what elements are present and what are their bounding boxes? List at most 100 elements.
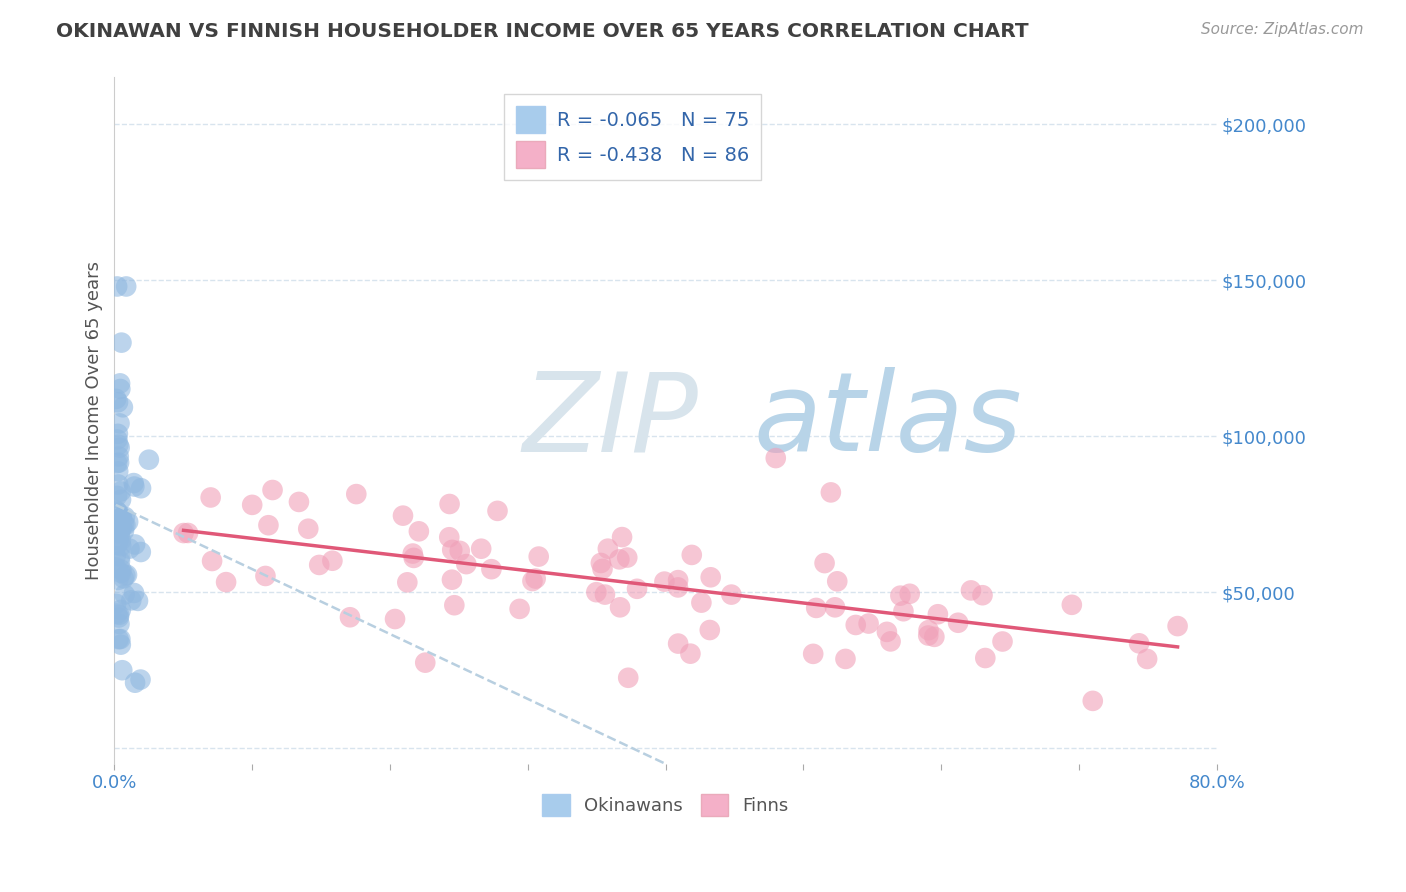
- Point: [1060, 598, 1083, 612]
- Text: ZIP: ZIP: [522, 368, 699, 475]
- Point: [107, 450, 129, 464]
- Point: [110, 382, 132, 396]
- Point: [122, 476, 145, 491]
- Point: [111, 510, 134, 524]
- Point: [114, 509, 136, 524]
- Point: [107, 395, 129, 409]
- Point: [765, 451, 787, 466]
- Point: [173, 526, 195, 541]
- Point: [439, 497, 461, 511]
- Point: [470, 541, 492, 556]
- Point: [129, 545, 152, 559]
- Point: [262, 483, 284, 497]
- Point: [384, 612, 406, 626]
- Point: [108, 376, 131, 391]
- Point: [240, 498, 263, 512]
- Point: [118, 541, 141, 556]
- Point: [110, 484, 132, 499]
- Point: [114, 588, 136, 602]
- Point: [879, 634, 901, 648]
- Point: [813, 556, 835, 570]
- Point: [666, 581, 689, 595]
- Point: [112, 571, 135, 585]
- Point: [105, 433, 128, 447]
- Point: [104, 549, 127, 563]
- Point: [105, 456, 128, 470]
- Point: [654, 574, 676, 589]
- Point: [585, 585, 607, 599]
- Point: [215, 575, 238, 590]
- Point: [107, 426, 129, 441]
- Point: [107, 506, 129, 520]
- Point: [720, 588, 742, 602]
- Point: [110, 520, 132, 534]
- Point: [924, 630, 946, 644]
- Point: [122, 586, 145, 600]
- Point: [129, 481, 152, 495]
- Point: [991, 634, 1014, 648]
- Point: [110, 492, 132, 507]
- Point: [308, 558, 330, 572]
- Text: Source: ZipAtlas.com: Source: ZipAtlas.com: [1201, 22, 1364, 37]
- Point: [974, 651, 997, 665]
- Point: [1167, 619, 1189, 633]
- Point: [609, 600, 631, 615]
- Point: [344, 487, 367, 501]
- Point: [108, 526, 131, 541]
- Point: [110, 521, 132, 535]
- Point: [592, 562, 614, 576]
- Point: [105, 521, 128, 535]
- Point: [402, 550, 425, 565]
- Point: [402, 547, 425, 561]
- Point: [108, 441, 131, 455]
- Point: [441, 542, 464, 557]
- Point: [105, 607, 128, 621]
- Point: [699, 623, 721, 637]
- Point: [449, 544, 471, 558]
- Point: [110, 603, 132, 617]
- Point: [626, 582, 648, 596]
- Point: [439, 530, 461, 544]
- Point: [108, 524, 131, 538]
- Point: [440, 573, 463, 587]
- Point: [617, 671, 640, 685]
- Point: [893, 604, 915, 618]
- Point: [845, 618, 868, 632]
- Point: [690, 596, 713, 610]
- Point: [117, 515, 139, 529]
- Point: [110, 511, 132, 525]
- Point: [876, 624, 898, 639]
- Point: [114, 518, 136, 533]
- Point: [108, 617, 131, 632]
- Point: [104, 560, 127, 574]
- Point: [679, 647, 702, 661]
- Point: [124, 675, 146, 690]
- Point: [946, 615, 969, 630]
- Point: [124, 537, 146, 551]
- Point: [112, 524, 135, 538]
- Point: [105, 392, 128, 406]
- Point: [105, 597, 128, 611]
- Point: [254, 569, 277, 583]
- Point: [110, 533, 132, 548]
- Point: [120, 593, 142, 607]
- Point: [1136, 652, 1159, 666]
- Point: [115, 279, 138, 293]
- Point: [666, 573, 689, 587]
- Point: [114, 568, 136, 582]
- Point: [825, 574, 848, 589]
- Point: [200, 491, 222, 505]
- Point: [522, 574, 544, 588]
- Legend: Okinawans, Finns: Okinawans, Finns: [536, 787, 796, 823]
- Point: [108, 554, 131, 568]
- Point: [610, 530, 633, 544]
- Point: [107, 573, 129, 587]
- Point: [115, 567, 138, 582]
- Point: [110, 335, 132, 350]
- Point: [110, 539, 132, 553]
- Point: [806, 601, 828, 615]
- Point: [917, 623, 939, 637]
- Point: [288, 495, 311, 509]
- Point: [972, 588, 994, 602]
- Point: [201, 554, 224, 568]
